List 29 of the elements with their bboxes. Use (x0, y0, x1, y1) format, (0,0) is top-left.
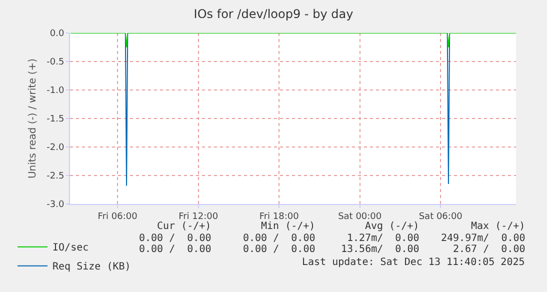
text: 0.00 / 0.00 (139, 233, 212, 244)
y-tick-label: -1.0 (46, 86, 64, 96)
y-axis-title: Units read (-) / write (+) (28, 58, 39, 179)
y-tick-label: -2.0 (46, 143, 64, 154)
x-tick-label: Fri 18:00 (259, 212, 300, 222)
text: Max (-/+) (471, 221, 526, 232)
chart-title: IOs for /dev/loop9 - by day (194, 7, 354, 22)
y-tick-label: -0.5 (46, 58, 64, 68)
x-tick-label: Sat 00:00 (338, 212, 382, 222)
text: 1.27m/ 0.00 (347, 233, 420, 244)
y-tick-label: -2.5 (46, 172, 64, 182)
legend-label: Req Size (KB) (52, 262, 131, 273)
x-tick-label: Fri 12:00 (178, 212, 218, 222)
text: Min (-/+) (261, 221, 316, 232)
text: 0.00 / 0.00 (243, 244, 316, 255)
text: Avg (-/+) (365, 221, 420, 232)
text: 13.56m/ 0.00 (341, 244, 420, 255)
y-tick-label: 0.0 (50, 29, 64, 40)
text: Cur (-/+) (157, 221, 212, 232)
legend-label: IO/sec (52, 242, 89, 254)
text: 2.67 / 0.00 (453, 244, 526, 255)
text: 249.97m/ 0.00 (441, 233, 526, 244)
text: 0.00 / 0.00 (139, 244, 212, 255)
y-tick-label: -3.0 (46, 200, 64, 210)
text: Last update: Sat Dec 13 11:40:05 2025 (302, 257, 525, 268)
y-tick-label: -1.5 (46, 114, 64, 125)
text: 0.00 / 0.00 (243, 233, 316, 244)
x-tick-label: Sat 06:00 (418, 212, 463, 222)
x-tick-label: Fri 06:00 (98, 212, 138, 222)
